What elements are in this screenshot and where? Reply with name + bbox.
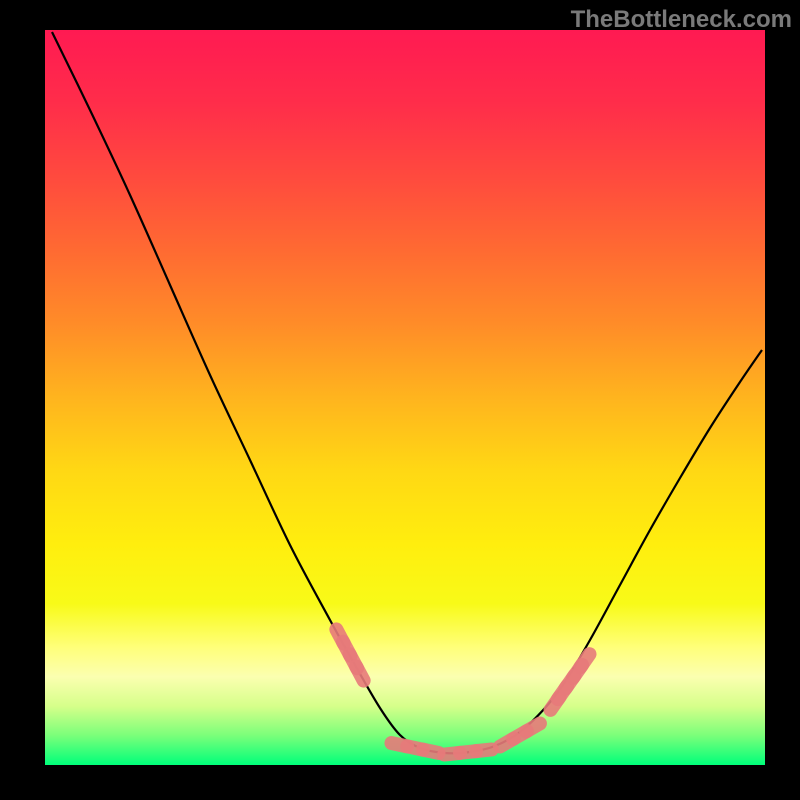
chart-container: TheBottleneck.com bbox=[0, 0, 800, 800]
plot-area bbox=[45, 30, 765, 765]
watermark-text: TheBottleneck.com bbox=[512, 6, 792, 34]
